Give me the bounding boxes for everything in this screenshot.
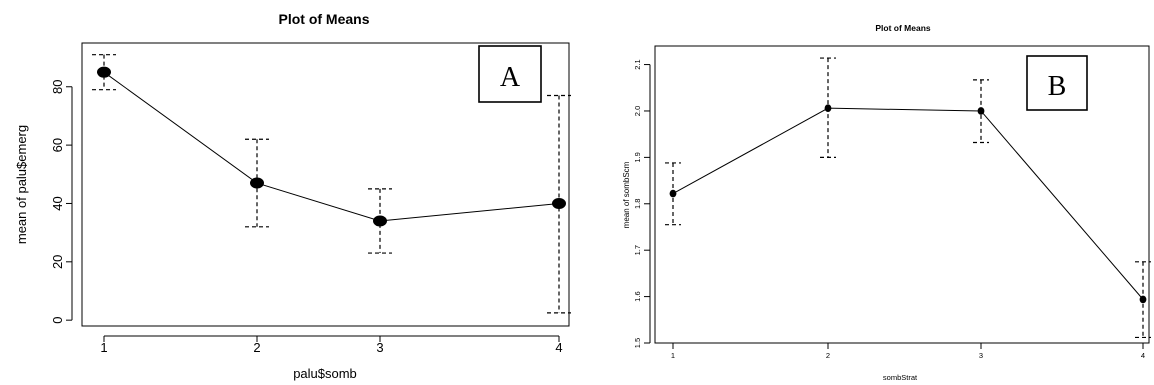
chart-b-series-line [672,107,1144,300]
y-tick-label: 1.8 [633,199,642,209]
x-tick-label: 2 [253,340,260,355]
y-tick-label: 20 [50,255,65,269]
x-tick-label: 4 [1141,351,1145,360]
y-tick-label: 2.0 [633,106,642,116]
panel-label-a-box [478,45,542,103]
x-tick-label: 2 [826,351,830,360]
chart-a-points [97,66,566,227]
chart-a: Plot of Means mean of palu$emerg palu$so… [14,11,571,381]
x-tick-label: 3 [376,340,383,355]
chart-b: Plot of Means mean of sombScm sombStrat … [622,23,1151,382]
mean-point [97,66,111,78]
y-tick-label: 1.7 [633,245,642,255]
mean-point [669,189,677,198]
chart-a-ylabel: mean of palu$emerg [14,125,29,244]
mean-point [977,107,985,115]
mean-point [250,177,264,189]
chart-a-title: Plot of Means [278,11,369,27]
chart-b-y-axis: 1.5 1.6 1.7 1.8 1.9 2.0 2.1 [633,59,651,348]
y-tick-label: 1.6 [633,291,642,301]
chart-a-plot-frame [81,42,570,327]
panel-label-a: A [500,62,521,93]
chart-b-points [669,104,1147,304]
y-tick-label: 60 [50,138,65,152]
y-tick-label: 2.1 [633,59,642,69]
chart-a-x-axis: 1 2 3 4 [100,335,563,355]
x-tick-label: 4 [555,340,562,355]
chart-b-title: Plot of Means [875,23,931,33]
y-tick-label: 1.5 [633,338,642,348]
chart-b-x-axis: 1 2 3 4 [671,342,1145,360]
panel-label-b-box [1026,55,1088,111]
chart-b-ylabel: mean of sombScm [622,161,631,228]
y-tick-label: 40 [50,196,65,210]
x-tick-label: 3 [979,351,983,360]
y-tick-label: 0 [50,317,65,324]
mean-point [373,215,387,227]
chart-a-xlabel: palu$somb [293,366,357,381]
x-tick-label: 1 [100,340,107,355]
mean-point [824,104,832,112]
y-tick-label: 80 [50,80,65,94]
panel-label-b: B [1048,71,1067,102]
chart-b-xlabel: sombStrat [883,373,918,382]
x-tick-label: 1 [671,351,675,360]
y-tick-label: 1.9 [633,152,642,162]
chart-a-y-axis: 0 20 40 60 80 [50,80,73,324]
mean-point [1139,295,1147,304]
chart-a-series-line [103,71,560,222]
mean-point [552,197,566,209]
